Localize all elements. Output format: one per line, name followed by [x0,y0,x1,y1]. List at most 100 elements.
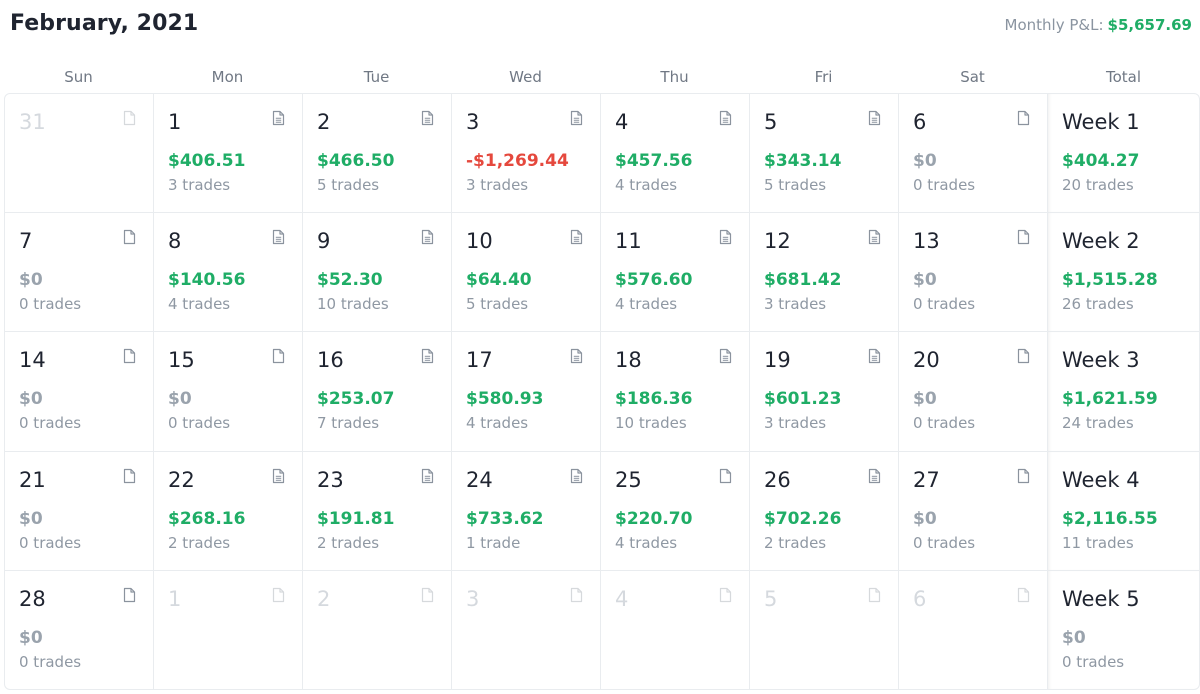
day-trade-count: 10 trades [615,414,687,432]
calendar-day-cell[interactable]: 27 $0 0 trades [899,452,1048,571]
week-trade-count: 11 trades [1062,534,1134,552]
day-trade-count: 5 trades [317,176,380,194]
day-pnl: $0 [19,389,43,409]
calendar-day-cell[interactable]: 2 $466.50 5 trades [303,94,452,213]
note-with-lines-icon[interactable] [570,468,583,484]
calendar-day-cell[interactable]: 4 $457.56 4 trades [601,94,750,213]
blank-note-icon[interactable] [719,468,732,484]
note-with-lines-icon[interactable] [868,229,881,245]
day-pnl: $0 [913,509,937,529]
week-total-cell[interactable]: Week 3 $1,621.59 24 trades [1048,332,1199,452]
day-pnl: $0 [913,389,937,409]
calendar-day-cell[interactable]: 9 $52.30 10 trades [303,213,452,332]
day-pnl: -$1,269.44 [466,151,569,171]
calendar-day-outside-month[interactable]: 31 [5,94,154,213]
calendar-day-outside-month[interactable]: 2 [303,571,452,689]
calendar-day-cell[interactable]: 11 $576.60 4 trades [601,213,750,332]
day-number: 6 [913,587,927,611]
week-total-cell[interactable]: Week 1 $404.27 20 trades [1048,94,1199,213]
blank-note-icon[interactable] [272,348,285,364]
blank-note-icon[interactable] [1017,110,1030,126]
day-number: 16 [317,348,344,372]
week-pnl: $404.27 [1062,151,1140,171]
day-trade-count: 1 trade [466,534,521,552]
note-with-lines-icon[interactable] [570,229,583,245]
calendar-day-cell[interactable]: 16 $253.07 7 trades [303,332,452,452]
day-number: 23 [317,468,344,492]
day-trade-count: 10 trades [317,295,389,313]
calendar-day-cell[interactable]: 14 $0 0 trades [5,332,154,452]
calendar-day-outside-month[interactable]: 1 [154,571,303,689]
calendar-day-cell[interactable]: 10 $64.40 5 trades [452,213,601,332]
note-with-lines-icon[interactable] [868,110,881,126]
blank-note-icon[interactable] [272,587,285,603]
calendar-day-cell[interactable]: 15 $0 0 trades [154,332,303,452]
calendar-day-outside-month[interactable]: 3 [452,571,601,689]
note-with-lines-icon[interactable] [570,348,583,364]
day-trade-count: 2 trades [764,534,827,552]
day-number: 3 [466,587,480,611]
note-with-lines-icon[interactable] [719,348,732,364]
note-with-lines-icon[interactable] [421,110,434,126]
note-with-lines-icon[interactable] [719,229,732,245]
note-with-lines-icon[interactable] [421,468,434,484]
blank-note-icon[interactable] [570,587,583,603]
calendar-day-cell[interactable]: 22 $268.16 2 trades [154,452,303,571]
blank-note-icon[interactable] [1017,587,1030,603]
calendar-day-cell[interactable]: 6 $0 0 trades [899,94,1048,213]
note-with-lines-icon[interactable] [868,348,881,364]
calendar-day-cell[interactable]: 21 $0 0 trades [5,452,154,571]
calendar-day-cell[interactable]: 19 $601.23 3 trades [750,332,899,452]
weekday-header-day: Fri [814,68,833,86]
blank-note-icon[interactable] [421,587,434,603]
monthly-pnl-value: $5,657.69 [1107,16,1192,34]
note-with-lines-icon[interactable] [272,110,285,126]
note-with-lines-icon[interactable] [421,348,434,364]
calendar-day-cell[interactable]: 24 $733.62 1 trade [452,452,601,571]
calendar-day-cell[interactable]: 23 $191.81 2 trades [303,452,452,571]
blank-note-icon[interactable] [1017,468,1030,484]
blank-note-icon[interactable] [719,587,732,603]
day-pnl: $253.07 [317,389,395,409]
week-total-cell[interactable]: Week 4 $2,116.55 11 trades [1048,452,1199,571]
calendar-day-outside-month[interactable]: 4 [601,571,750,689]
day-number: 22 [168,468,195,492]
calendar-day-cell[interactable]: 1 $406.51 3 trades [154,94,303,213]
note-with-lines-icon[interactable] [272,468,285,484]
note-with-lines-icon[interactable] [570,110,583,126]
blank-note-icon[interactable] [123,229,136,245]
day-pnl: $406.51 [168,151,246,171]
note-with-lines-icon[interactable] [421,229,434,245]
calendar-day-cell[interactable]: 28 $0 0 trades [5,571,154,689]
blank-note-icon[interactable] [1017,229,1030,245]
note-with-lines-icon[interactable] [719,110,732,126]
day-trade-count: 3 trades [764,295,827,313]
calendar-day-cell[interactable]: 13 $0 0 trades [899,213,1048,332]
calendar-day-outside-month[interactable]: 6 [899,571,1048,689]
calendar-day-cell[interactable]: 3 -$1,269.44 3 trades [452,94,601,213]
calendar-day-cell[interactable]: 8 $140.56 4 trades [154,213,303,332]
calendar-day-cell[interactable]: 7 $0 0 trades [5,213,154,332]
calendar-day-cell[interactable]: 20 $0 0 trades [899,332,1048,452]
calendar-day-cell[interactable]: 18 $186.36 10 trades [601,332,750,452]
blank-note-icon[interactable] [868,587,881,603]
blank-note-icon[interactable] [123,110,136,126]
week-total-cell[interactable]: Week 2 $1,515.28 26 trades [1048,213,1199,332]
weekday-header-day: Mon [211,68,244,86]
week-total-cell[interactable]: Week 5 $0 0 trades [1048,571,1199,689]
blank-note-icon[interactable] [123,468,136,484]
note-with-lines-icon[interactable] [868,468,881,484]
calendar-day-cell[interactable]: 25 $220.70 4 trades [601,452,750,571]
calendar-day-cell[interactable]: 26 $702.26 2 trades [750,452,899,571]
blank-note-icon[interactable] [123,348,136,364]
calendar-day-cell[interactable]: 5 $343.14 5 trades [750,94,899,213]
blank-note-icon[interactable] [1017,348,1030,364]
day-pnl: $0 [913,151,937,171]
blank-note-icon[interactable] [123,587,136,603]
note-with-lines-icon[interactable] [272,229,285,245]
calendar-day-cell[interactable]: 12 $681.42 3 trades [750,213,899,332]
calendar-day-cell[interactable]: 17 $580.93 4 trades [452,332,601,452]
day-number: 25 [615,468,642,492]
day-number: 20 [913,348,940,372]
calendar-day-outside-month[interactable]: 5 [750,571,899,689]
